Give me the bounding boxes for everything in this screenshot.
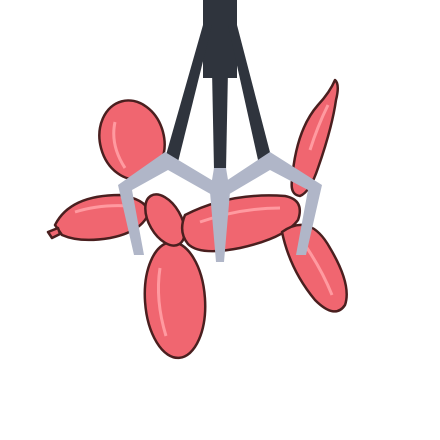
balloon-front-leg-highlight	[156, 267, 168, 337]
balloon-back-leg-highlight	[303, 244, 334, 296]
balloon-back-leg	[280, 223, 348, 313]
claw-center-stem	[212, 70, 228, 170]
balloon-ear-highlight	[112, 121, 127, 169]
claw-hub	[203, 0, 237, 78]
claw-center-prong	[210, 168, 230, 262]
balloon-body-highlight	[199, 206, 281, 224]
balloon-body	[180, 194, 302, 253]
balloon-front-leg	[143, 240, 207, 360]
balloon-dog-icon	[46, 78, 348, 360]
claw-right-arm	[228, 25, 272, 160]
claw-machine-icon	[118, 0, 322, 262]
claw-left-arm	[164, 25, 212, 162]
balloon-neck	[144, 193, 186, 247]
balloon-tail-highlight	[308, 104, 330, 151]
balloon-snout-knot	[46, 226, 62, 240]
claw-left-prong	[118, 152, 220, 255]
claw-right-prong	[220, 152, 322, 255]
